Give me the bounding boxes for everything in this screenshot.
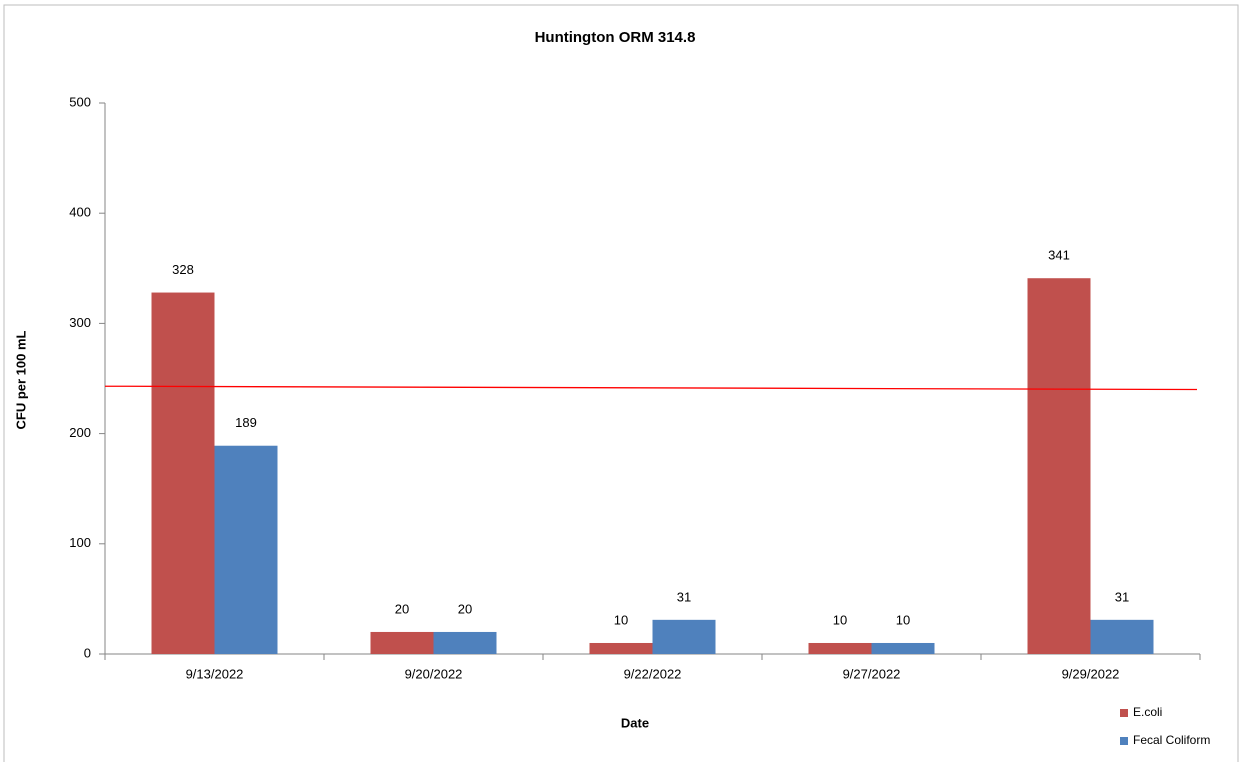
bar (652, 619, 716, 654)
y-tick-label: 300 (69, 315, 91, 330)
data-label: 10 (896, 612, 910, 627)
data-label: 20 (395, 601, 409, 616)
x-axis-label: Date (621, 715, 649, 730)
bar (871, 642, 935, 654)
legend-swatch (1120, 737, 1128, 745)
data-label: 31 (677, 589, 691, 604)
y-tick-label: 500 (69, 94, 91, 109)
bar (433, 631, 497, 654)
chart-border (3, 4, 1239, 762)
y-tick-label: 200 (69, 425, 91, 440)
data-label: 31 (1115, 589, 1129, 604)
data-label: 328 (172, 262, 194, 277)
legend-label: E.coli (1133, 705, 1162, 719)
legend-swatch (1120, 709, 1128, 717)
data-label: 189 (235, 415, 257, 430)
legend-label: Fecal Coliform (1133, 733, 1210, 747)
y-tick-label: 100 (69, 535, 91, 550)
x-tick-label: 9/27/2022 (843, 666, 901, 681)
x-tick-label: 9/13/2022 (186, 666, 244, 681)
bar (370, 631, 434, 654)
x-tick-label: 9/20/2022 (405, 666, 463, 681)
bar (214, 445, 278, 654)
bar (151, 292, 215, 654)
y-axis-label: CFU per 100 mL (13, 330, 28, 429)
bar (589, 642, 653, 654)
bar (1027, 278, 1091, 654)
x-tick-label: 9/22/2022 (624, 666, 682, 681)
data-label: 341 (1048, 248, 1070, 263)
reference-line (104, 385, 1198, 391)
bar (808, 642, 872, 654)
data-label: 10 (833, 612, 847, 627)
y-tick-label: 400 (69, 205, 91, 220)
data-label: 20 (458, 601, 472, 616)
bar (1090, 619, 1154, 654)
data-label: 10 (614, 612, 628, 627)
chart-title: Huntington ORM 314.8 (535, 29, 696, 46)
y-tick-label: 0 (84, 645, 91, 660)
x-tick-label: 9/29/2022 (1062, 666, 1120, 681)
